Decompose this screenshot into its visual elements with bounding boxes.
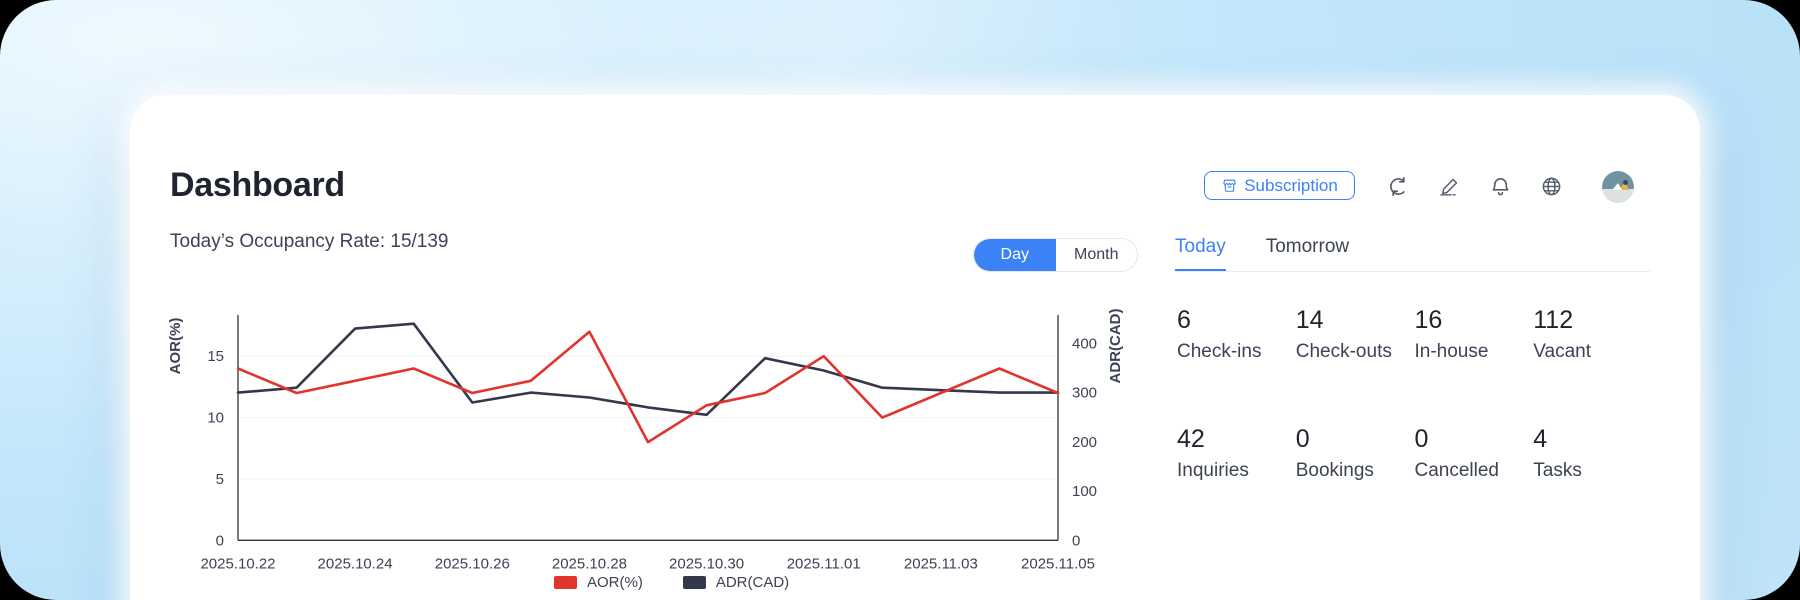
svg-text:15: 15 <box>207 348 224 365</box>
svg-text:2025.10.26: 2025.10.26 <box>435 555 510 572</box>
svg-text:5: 5 <box>216 471 224 488</box>
svg-text:2025.11.03: 2025.11.03 <box>904 555 978 572</box>
svg-text:2025.10.30: 2025.10.30 <box>669 555 744 572</box>
svg-text:ADR(CAD): ADR(CAD) <box>1107 309 1124 384</box>
svg-text:10: 10 <box>207 410 224 427</box>
svg-text:2025.11.01: 2025.11.01 <box>787 555 861 572</box>
svg-text:100: 100 <box>1072 483 1097 500</box>
svg-text:2025.11.05: 2025.11.05 <box>1021 555 1095 572</box>
svg-text:300: 300 <box>1072 385 1097 402</box>
svg-text:200: 200 <box>1072 434 1097 451</box>
svg-text:2025.10.24: 2025.10.24 <box>318 555 393 572</box>
svg-text:0: 0 <box>1072 532 1080 549</box>
svg-text:2025.10.22: 2025.10.22 <box>200 555 275 572</box>
svg-text:0: 0 <box>216 532 224 549</box>
svg-text:400: 400 <box>1072 335 1097 352</box>
svg-text:AOR(%): AOR(%) <box>167 318 184 375</box>
svg-text:2025.10.28: 2025.10.28 <box>552 555 627 572</box>
